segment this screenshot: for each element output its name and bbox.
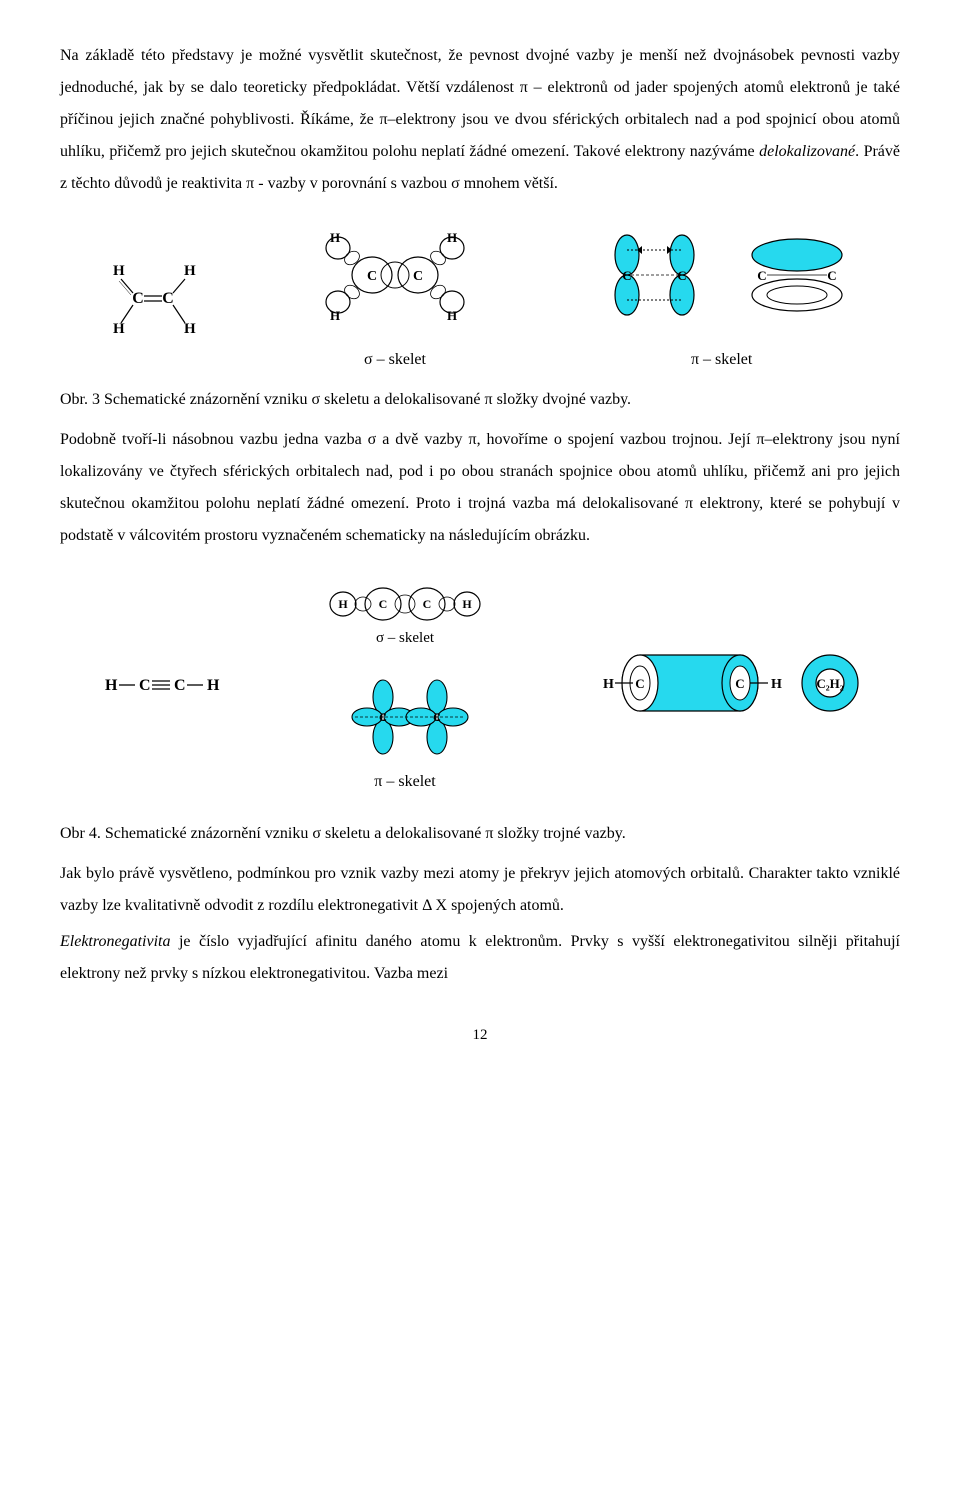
- atom-label: C: [635, 676, 644, 691]
- page-number: 12: [60, 1020, 900, 1050]
- fig4-sigma-pi-skelet: H C C H σ – skelet C C: [295, 572, 515, 798]
- figure-caption: Obr. 3 Schematické znázornění vzniku σ s…: [60, 384, 900, 416]
- body-paragraph: Jak bylo právě vysvětleno, podmínkou pro…: [60, 858, 900, 922]
- atom-label: C: [827, 268, 836, 283]
- atom-label: H: [113, 321, 125, 337]
- body-paragraph: Podobně tvoří-li násobnou vazbu jedna va…: [60, 424, 900, 552]
- paragraph-text: je číslo vyjadřující afinitu daného atom…: [60, 933, 900, 982]
- atom-label: C: [379, 712, 387, 724]
- atom-label: H: [105, 677, 118, 694]
- atom-label: H: [113, 263, 125, 279]
- atom-label: C: [413, 269, 423, 284]
- atom-label: H: [330, 308, 340, 323]
- atom-label: C: [163, 290, 175, 307]
- atom-label: C: [757, 268, 766, 283]
- atom-label: H: [603, 677, 614, 692]
- atom-label: C: [677, 268, 686, 283]
- atom-label: C: [139, 677, 151, 694]
- figure-label: σ – skelet: [290, 344, 500, 376]
- fig3-sigma-skelet: C C H H H H σ – skelet: [290, 220, 500, 376]
- emphasis-text: delokalizované: [759, 143, 855, 160]
- body-paragraph: Na základě této představy je možné vysvě…: [60, 40, 900, 200]
- atom-label: C₂H₂: [816, 676, 843, 691]
- atom-label: C: [735, 676, 744, 691]
- atom-label: C: [367, 269, 377, 284]
- figure-caption: Obr 4. Schematické znázornění vzniku σ s…: [60, 818, 900, 850]
- atom-label: C: [379, 597, 388, 611]
- figure-3-row: C C H H H H: [60, 220, 900, 376]
- atom-label: C: [622, 268, 631, 283]
- atom-label: H: [771, 677, 782, 692]
- figure-4-row: H C C H H C C H: [60, 572, 900, 798]
- figure-label: σ – skelet: [376, 630, 435, 646]
- fig4-structural-formula: H C C H: [95, 655, 225, 715]
- atom-label: H: [207, 677, 220, 694]
- atom-label: H: [184, 321, 196, 337]
- fig4-cylinder: H C C H C₂H₂: [585, 630, 865, 740]
- atom-label: C: [423, 597, 432, 611]
- atom-label: C: [174, 677, 186, 694]
- atom-label: C: [433, 712, 441, 724]
- fig3-pi-skelet: C C C C π – skelet: [587, 220, 857, 376]
- atom-label: C: [133, 290, 145, 307]
- figure-label: π – skelet: [587, 344, 857, 376]
- atom-label: H: [447, 308, 457, 323]
- emphasis-text: Elektronegativita: [60, 933, 170, 950]
- fig3-structural-formula: C C H H H H: [103, 253, 203, 343]
- body-paragraph: Elektronegativita je číslo vyjadřující a…: [60, 926, 900, 990]
- figure-label: π – skelet: [295, 766, 515, 798]
- atom-label: H: [462, 597, 472, 611]
- atom-label: H: [338, 597, 348, 611]
- atom-label: H: [330, 230, 340, 245]
- atom-label: H: [447, 230, 457, 245]
- atom-label: H: [184, 263, 196, 279]
